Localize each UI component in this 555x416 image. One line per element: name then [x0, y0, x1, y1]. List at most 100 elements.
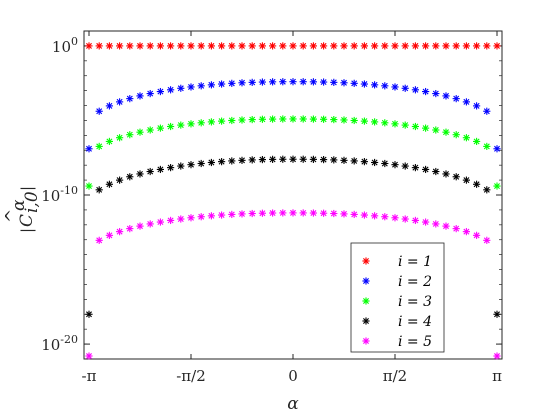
data-point	[493, 182, 501, 190]
data-point	[432, 42, 440, 50]
data-point	[340, 116, 348, 124]
data-point	[340, 156, 348, 164]
data-point	[146, 42, 154, 50]
data-point	[452, 225, 460, 233]
data-point	[432, 220, 440, 228]
data-point	[309, 78, 317, 86]
data-point	[279, 155, 287, 163]
data-point	[330, 156, 338, 164]
data-point	[207, 158, 215, 167]
data-point	[146, 220, 154, 228]
data-point	[350, 42, 358, 50]
svg-text:|: |	[18, 186, 36, 191]
data-point	[269, 42, 277, 50]
y-tick-label: 10-10	[41, 184, 78, 205]
data-point	[218, 80, 226, 88]
data-point	[381, 159, 389, 168]
data-point	[197, 42, 205, 50]
data-point	[167, 122, 175, 131]
data-point	[289, 42, 297, 50]
data-point	[238, 42, 246, 50]
data-point	[258, 78, 266, 86]
data-point	[177, 84, 185, 92]
data-point	[371, 81, 379, 89]
data-point	[381, 213, 389, 221]
data-point	[309, 209, 317, 217]
data-point	[228, 42, 236, 50]
data-point	[442, 92, 450, 100]
data-point	[309, 155, 317, 163]
data-point	[401, 215, 409, 223]
data-point	[432, 126, 440, 134]
data-point	[95, 107, 103, 115]
data-point	[258, 42, 266, 50]
data-point	[350, 79, 358, 87]
legend-label: i = 4	[398, 314, 432, 330]
data-point	[391, 214, 399, 222]
legend-label: i = 5	[398, 334, 432, 350]
data-point	[167, 86, 175, 94]
data-point	[197, 213, 205, 221]
data-point	[442, 42, 450, 50]
data-point	[136, 170, 144, 178]
data-point	[483, 186, 491, 194]
data-point	[269, 155, 277, 163]
data-point	[350, 116, 358, 125]
data-point	[493, 352, 501, 360]
data-point	[483, 142, 491, 151]
data-point	[126, 42, 134, 50]
data-point	[105, 180, 114, 188]
data-point	[115, 134, 124, 142]
data-point	[299, 42, 307, 50]
data-point	[146, 89, 154, 98]
data-point	[391, 42, 399, 50]
data-point	[177, 215, 185, 223]
data-point	[177, 42, 185, 50]
legend-marker	[362, 317, 370, 325]
data-point	[462, 98, 470, 106]
data-point	[473, 180, 481, 188]
data-point	[187, 83, 195, 91]
data-point	[432, 89, 440, 98]
data-point	[289, 155, 297, 163]
data-point	[228, 157, 236, 165]
data-point	[401, 84, 409, 92]
data-point	[381, 82, 389, 90]
data-point	[473, 137, 481, 146]
data-point	[411, 122, 419, 131]
data-point	[401, 42, 409, 50]
data-point	[309, 115, 317, 123]
data-point	[105, 42, 114, 50]
data-point	[197, 159, 205, 168]
data-points	[85, 42, 501, 360]
data-point	[462, 228, 470, 236]
data-point	[146, 126, 154, 134]
data-point	[207, 42, 215, 50]
y-axis-label-main: C	[17, 214, 37, 227]
data-point	[462, 42, 470, 50]
svg-text:|: |	[18, 228, 36, 233]
legend-label: i = 3	[398, 294, 432, 310]
y-axis-label-sub: i,0	[22, 191, 42, 213]
data-point	[85, 352, 93, 360]
data-point	[309, 42, 317, 50]
data-point	[95, 142, 103, 151]
data-point	[289, 78, 297, 86]
data-point	[207, 118, 215, 126]
data-point	[340, 79, 348, 87]
data-point	[136, 42, 144, 50]
data-point	[299, 78, 307, 86]
data-point	[85, 145, 93, 153]
data-point	[228, 210, 236, 219]
x-tick-label: 0	[288, 367, 298, 385]
data-point	[320, 209, 328, 217]
data-point	[115, 98, 124, 106]
data-point	[330, 115, 338, 124]
data-point	[105, 231, 114, 239]
legend-label: i = 2	[398, 274, 432, 290]
data-point	[136, 222, 144, 230]
data-point	[105, 137, 114, 146]
data-point	[411, 42, 419, 50]
data-point	[411, 216, 419, 225]
data-point	[248, 156, 256, 164]
